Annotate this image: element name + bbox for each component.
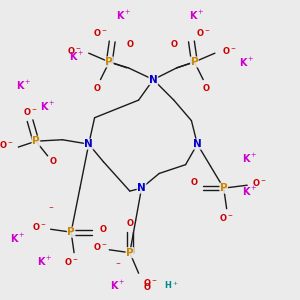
Text: H$^+$: H$^+$ bbox=[164, 279, 178, 291]
Text: O: O bbox=[191, 178, 198, 187]
Text: O: O bbox=[94, 84, 101, 93]
Text: P: P bbox=[106, 57, 113, 67]
Text: P: P bbox=[220, 183, 227, 193]
Text: P: P bbox=[67, 227, 75, 237]
Text: K$^+$: K$^+$ bbox=[69, 50, 85, 63]
Text: N: N bbox=[84, 139, 93, 149]
Text: O: O bbox=[126, 40, 133, 49]
Text: O: O bbox=[202, 84, 210, 93]
Text: N: N bbox=[193, 139, 202, 149]
Text: K$^+$: K$^+$ bbox=[242, 152, 258, 165]
Text: O: O bbox=[170, 40, 177, 49]
Text: N: N bbox=[149, 75, 158, 85]
Text: K$^+$: K$^+$ bbox=[189, 8, 205, 22]
Text: O: O bbox=[144, 284, 151, 292]
Text: P: P bbox=[126, 248, 134, 258]
Text: O$^-$: O$^-$ bbox=[219, 212, 234, 223]
Text: O$^-$: O$^-$ bbox=[196, 27, 211, 38]
Text: K$^+$: K$^+$ bbox=[11, 232, 26, 244]
Text: K$^+$: K$^+$ bbox=[110, 278, 126, 292]
Text: O$^-$: O$^-$ bbox=[93, 241, 108, 252]
Text: K$^+$: K$^+$ bbox=[37, 255, 52, 268]
Text: O$^-$: O$^-$ bbox=[0, 139, 14, 150]
Text: O$^-$: O$^-$ bbox=[93, 27, 108, 38]
Text: N: N bbox=[137, 183, 146, 193]
Text: O$^-$: O$^-$ bbox=[23, 106, 38, 117]
Text: O$^-$: O$^-$ bbox=[252, 177, 266, 188]
Text: $^-$: $^-$ bbox=[114, 260, 122, 269]
Text: $^-$: $^-$ bbox=[47, 204, 54, 213]
Text: P: P bbox=[32, 136, 40, 146]
Text: K$^+$: K$^+$ bbox=[16, 79, 32, 92]
Text: K$^+$: K$^+$ bbox=[40, 99, 56, 112]
Text: O$^-$: O$^-$ bbox=[222, 45, 237, 56]
Text: P: P bbox=[190, 57, 198, 67]
Text: K$^+$: K$^+$ bbox=[116, 8, 132, 22]
Text: O: O bbox=[50, 157, 57, 166]
Text: K$^+$: K$^+$ bbox=[239, 56, 255, 68]
Text: O$^-$: O$^-$ bbox=[64, 256, 79, 267]
Text: O$^-$: O$^-$ bbox=[67, 45, 81, 56]
Text: O$^-$: O$^-$ bbox=[143, 277, 158, 287]
Text: K$^+$: K$^+$ bbox=[242, 184, 258, 198]
Text: O$^-$: O$^-$ bbox=[32, 221, 46, 232]
Text: O: O bbox=[126, 219, 133, 228]
Text: O: O bbox=[100, 225, 107, 234]
